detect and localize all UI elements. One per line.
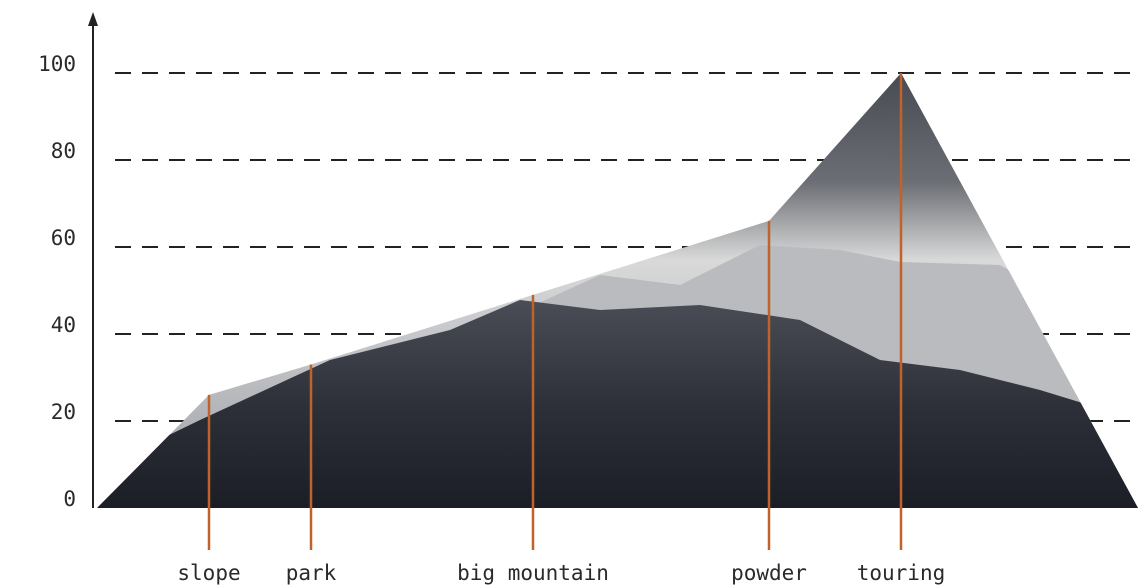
y-tick-label: 40 [51,313,76,337]
y-tick-label: 80 [51,139,76,163]
category-label: park [286,561,337,585]
area-group [97,73,1138,508]
y-tick-label: 60 [51,226,76,250]
category-label: touring [857,561,946,585]
axis [88,12,98,508]
area-fill [97,73,1138,508]
y-tick-label: 0 [63,487,76,511]
rock-ridge [97,300,1138,508]
y-tick-label: 100 [38,52,76,76]
category-label: slope [177,561,240,585]
y-tick-label: 20 [51,400,76,424]
markers [207,73,903,550]
y-axis-arrow [88,12,98,26]
category-label: big mountain [457,561,609,585]
category-label: powder [731,561,807,585]
